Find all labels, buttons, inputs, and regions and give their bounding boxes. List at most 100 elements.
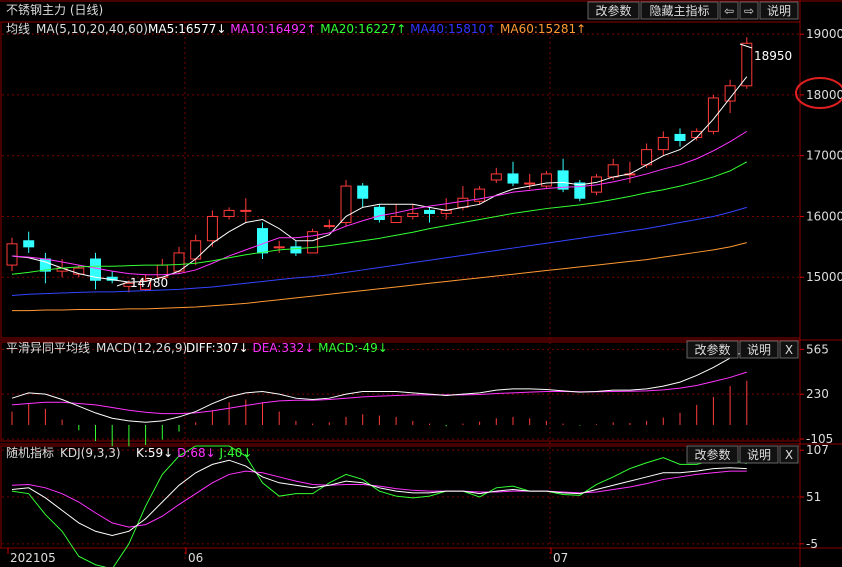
- highlight-circle: [795, 77, 842, 109]
- prev-button[interactable]: ⇦: [719, 1, 739, 20]
- k-line: [11, 459, 747, 536]
- edit-params-button[interactable]: 改参数: [587, 1, 640, 20]
- svg-text:改参数: 改参数: [595, 3, 631, 18]
- ma20-line: [11, 161, 748, 275]
- candle: [540, 170, 552, 190]
- candle: [557, 158, 569, 193]
- ma60-line: [12, 242, 747, 312]
- high-pointer: [739, 43, 753, 49]
- candle: [323, 219, 335, 229]
- macd-title: 平滑异同平均线: [6, 341, 90, 355]
- candle: [257, 222, 268, 259]
- svg-text:说明: 说明: [747, 447, 771, 462]
- legend-item: J:40↓: [216, 446, 253, 460]
- kdj-close-button[interactable]: X: [779, 445, 799, 464]
- y-tick-label: 565: [806, 342, 829, 356]
- high-annotation: 18950: [754, 49, 792, 63]
- candle: [240, 198, 252, 223]
- svg-text:说明: 说明: [747, 342, 771, 357]
- kdj-params: KDJ(9,3,3): [60, 446, 121, 460]
- y-tick-label: 18000: [806, 88, 842, 102]
- j-line: [11, 445, 747, 567]
- legend-item: MA20:16227↑: [316, 22, 406, 36]
- legend-item: DIFF:307↓: [186, 341, 249, 355]
- legend-item: K:59↓: [136, 446, 173, 460]
- x-tick-label: 06: [188, 551, 203, 565]
- macd-close-button[interactable]: X: [779, 340, 799, 359]
- candle: [206, 210, 218, 247]
- ma-label: 均线: [6, 22, 30, 36]
- legend-item: MA5:16577↓: [148, 22, 226, 36]
- ma-legend: 均线 MA(5,10,20,40,60) MA5:16577↓ MA10:164…: [6, 22, 586, 36]
- diff-line: [11, 349, 748, 423]
- candle: [23, 231, 35, 253]
- macd-params: MACD(12,26,9): [96, 341, 187, 355]
- candle: [424, 207, 435, 223]
- candlestick-series: [6, 37, 753, 293]
- x-tick-label: 202105: [10, 551, 56, 565]
- ma5-line: [11, 76, 748, 283]
- y-tick-label: 15000: [806, 270, 842, 284]
- x-axis: 202105 06 07: [7, 548, 568, 565]
- d-line: [11, 470, 747, 528]
- candle: [674, 128, 686, 147]
- legend-item: MACD:-49↓: [314, 341, 387, 355]
- candle: [707, 94, 719, 135]
- svg-text:MA5:16577↓ MA10:16492↑ MA20:16: MA5:16577↓ MA10:16492↑ MA20:16227↑ MA40:…: [148, 22, 586, 36]
- candle: [390, 204, 402, 224]
- svg-text:改参数: 改参数: [694, 447, 730, 462]
- candle: [474, 186, 486, 205]
- low-annotation: 14780: [130, 276, 168, 290]
- legend-item: DEA:332↓: [249, 341, 315, 355]
- y-tick-label: 51: [806, 490, 821, 504]
- kdj-help-button[interactable]: 说明: [739, 445, 779, 464]
- svg-text:X: X: [785, 343, 793, 357]
- candle: [507, 161, 519, 187]
- candle: [140, 274, 152, 291]
- kdj-title: 随机指标: [6, 445, 54, 460]
- kdj-edit-params-button[interactable]: 改参数: [686, 445, 739, 464]
- y-tick-label: 17000: [806, 149, 842, 163]
- y-tick-label: 16000: [806, 209, 842, 223]
- svg-text:⇨: ⇨: [744, 4, 754, 18]
- svg-text:改参数: 改参数: [694, 342, 730, 357]
- candle: [6, 237, 18, 272]
- candle: [657, 131, 669, 156]
- svg-text:⇦: ⇦: [724, 4, 734, 18]
- svg-text:隐藏主指标: 隐藏主指标: [649, 3, 709, 18]
- help-button[interactable]: 说明: [759, 1, 799, 20]
- legend-item: D:68↓: [173, 446, 215, 460]
- next-button[interactable]: ⇨: [739, 1, 759, 20]
- legend-item: MA40:15810↑: [406, 22, 496, 36]
- y-tick-label: 19000: [806, 27, 842, 41]
- legend-item: MA10:16492↑: [226, 22, 316, 36]
- ma-lines: [11, 76, 748, 312]
- candle: [490, 167, 502, 184]
- ma-params: MA(5,10,20,40,60): [36, 22, 148, 36]
- legend-item: MA60:15281↑: [496, 22, 586, 36]
- y-tick-label: 107: [806, 443, 829, 457]
- candle: [273, 240, 285, 253]
- svg-text:说明: 说明: [767, 3, 791, 18]
- macd-help-button[interactable]: 说明: [739, 340, 779, 359]
- ma40-line: [11, 206, 747, 296]
- svg-text:X: X: [785, 448, 793, 462]
- main-toolbar: 改参数 隐藏主指标 ⇦ ⇨ 说明: [587, 1, 799, 20]
- candle: [223, 207, 235, 220]
- macd-edit-params-button[interactable]: 改参数: [686, 340, 739, 359]
- candle: [407, 204, 419, 220]
- candle: [574, 180, 586, 202]
- candle: [357, 183, 369, 208]
- low-pointer: [116, 281, 129, 287]
- y-tick-label: -5: [806, 537, 818, 551]
- macd-toolbar: 改参数 说明 X: [686, 340, 799, 359]
- kdj-toolbar: 改参数 说明 X: [686, 445, 799, 464]
- dea-line: [11, 371, 747, 415]
- kdj-series: [11, 445, 747, 567]
- hide-main-indicator-button[interactable]: 隐藏主指标: [640, 1, 719, 20]
- svg-text:DIFF:307↓ DEA:332↓ MACD:-49↓: DIFF:307↓ DEA:332↓ MACD:-49↓: [186, 341, 388, 355]
- candle: [373, 204, 385, 223]
